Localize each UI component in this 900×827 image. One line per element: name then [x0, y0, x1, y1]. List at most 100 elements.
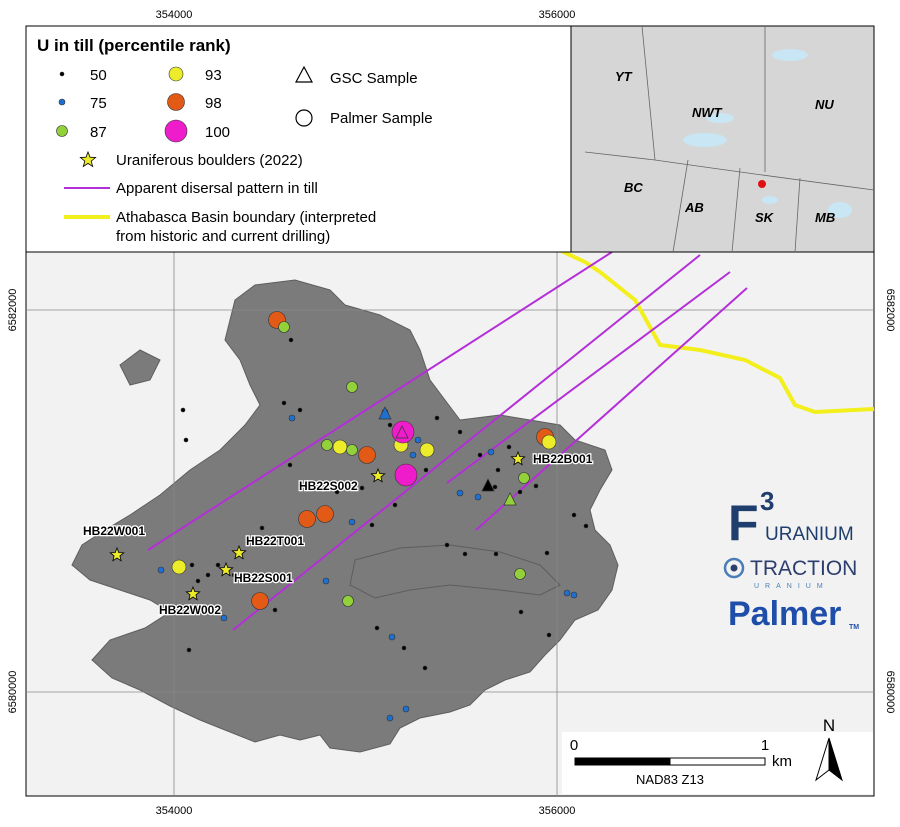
north-label: N [823, 716, 835, 735]
f3-logo-letter: F [728, 495, 759, 551]
legend-rank-symbol-98 [167, 93, 185, 111]
sample-point-98 [298, 510, 316, 528]
boulder-markers: HB22W001 HB22T001 HB22S001 HB22W002 HB22S002… [82, 450, 594, 619]
gsc-sample-icon [295, 65, 313, 83]
sample-point-50 [297, 407, 303, 413]
sample-point-50 [215, 562, 221, 568]
sample-point-50 [189, 562, 195, 568]
sample-point-50 [493, 551, 499, 557]
sample-point-50 [260, 572, 266, 578]
sample-point-50 [231, 572, 237, 578]
inset-map: YT NWT NU BC AB SK MB [570, 25, 875, 253]
sample-point-50 [359, 485, 365, 491]
legend-rank-label-100: 100 [205, 124, 230, 141]
sample-point-87 [342, 595, 354, 607]
coord-left-1: 6582000 [7, 289, 19, 332]
sample-point-50 [183, 437, 189, 443]
sample-point-50 [392, 502, 398, 508]
palmer-logo-text: Palmer [728, 595, 841, 633]
sample-point-75 [474, 493, 482, 501]
legend-rank-label-50: 50 [90, 67, 107, 84]
boulder-star-icon [109, 546, 125, 562]
dispersal-patterns [147, 251, 748, 631]
boulder-label: HB22S001 [234, 571, 293, 585]
scale-unit: km [772, 753, 792, 770]
boulder-label: HB22W002 [159, 603, 221, 617]
north-arrow-right-icon [828, 737, 843, 782]
sample-point-87 [346, 444, 358, 456]
sample-point-50 [457, 429, 463, 435]
sample-point-50 [492, 484, 498, 490]
sample-point-75 [157, 566, 165, 574]
legend-boulders: Uraniferous boulders (2022) [116, 152, 303, 169]
traction-logo-sub: URANIUM [754, 583, 829, 590]
sample-point-50 [533, 483, 539, 489]
sample-point-93 [541, 434, 557, 450]
inset-label-bc: BC [624, 180, 643, 195]
legend: U in till (percentile rank) 50 75 87 93 98 10… [25, 25, 572, 253]
sample-point-50 [583, 523, 589, 529]
boulder-label: HB22W001 [83, 524, 145, 538]
sample-point-75 [487, 448, 495, 456]
sample-point-100 [394, 463, 418, 487]
legend-title: U in till (percentile rank) [37, 36, 231, 55]
legend-rank-symbol-50 [59, 71, 65, 77]
legend-rank-label-98: 98 [205, 95, 222, 112]
sample-point-50 [401, 645, 407, 651]
traction-logo-text: TRACTION [750, 557, 857, 580]
coord-top-1: 354000 [156, 9, 193, 21]
sample-point-50 [281, 400, 287, 406]
sample-point-50 [422, 665, 428, 671]
legend-rank-symbol-87 [56, 125, 68, 137]
north-arrow: N [815, 716, 843, 782]
sample-point-75 [388, 633, 396, 641]
sample-point-75 [288, 414, 296, 422]
sample-point-50 [374, 625, 380, 631]
sample-point-50 [195, 578, 201, 584]
sample-point-98 [251, 592, 269, 610]
sample-point-75 [402, 705, 410, 713]
sample-point-50 [506, 444, 512, 450]
boulder-star-icon [510, 450, 526, 466]
legend-rank-label-87: 87 [90, 124, 107, 141]
sample-point-50 [288, 337, 294, 343]
legend-rank-symbols: 50 75 87 93 98 100 [56, 66, 230, 143]
legend-basin-1: Athabasca Basin boundary (interpreted [116, 209, 376, 226]
inset-label-yt: YT [615, 69, 633, 84]
sample-points [157, 311, 589, 722]
sample-point-75 [409, 451, 417, 459]
sample-point-75 [322, 577, 330, 585]
coord-right-1: 6582000 [884, 289, 896, 332]
gsc-sample-point [378, 406, 392, 420]
sample-point-98 [358, 446, 376, 464]
legend-basin-2: from historic and current drilling) [116, 228, 330, 245]
sample-point-50 [546, 632, 552, 638]
sample-point-50 [180, 407, 186, 413]
sample-point-93 [332, 439, 348, 455]
inset-label-nu: NU [815, 97, 834, 112]
sample-point-50 [571, 512, 577, 518]
legend-rank-label-93: 93 [205, 67, 222, 84]
sample-point-75 [386, 714, 394, 722]
coord-left-2: 6580000 [7, 671, 19, 714]
sample-point-98 [316, 505, 334, 523]
gsc-sample-point [481, 478, 495, 492]
gsc-sample-point [503, 492, 517, 506]
palmer-sample-icon [295, 109, 313, 127]
scale-start: 0 [570, 737, 578, 754]
sample-point-50 [495, 467, 501, 473]
legend-gsc-sample: GSC Sample [330, 70, 418, 87]
boulder-star-icon [370, 467, 386, 483]
scale-end: 1 [761, 737, 769, 754]
sample-point-50 [205, 572, 211, 578]
sample-point-93 [171, 559, 187, 575]
f3-logo-superscript: 3 [760, 486, 774, 516]
coord-bottom-2: 356000 [539, 805, 576, 817]
sample-point-50 [517, 489, 523, 495]
boulder-star-icon [79, 150, 97, 168]
boulder-star-icon [185, 585, 201, 601]
project-location-marker [758, 180, 766, 188]
sample-point-50 [259, 525, 265, 531]
legend-rank-label-75: 75 [90, 95, 107, 112]
